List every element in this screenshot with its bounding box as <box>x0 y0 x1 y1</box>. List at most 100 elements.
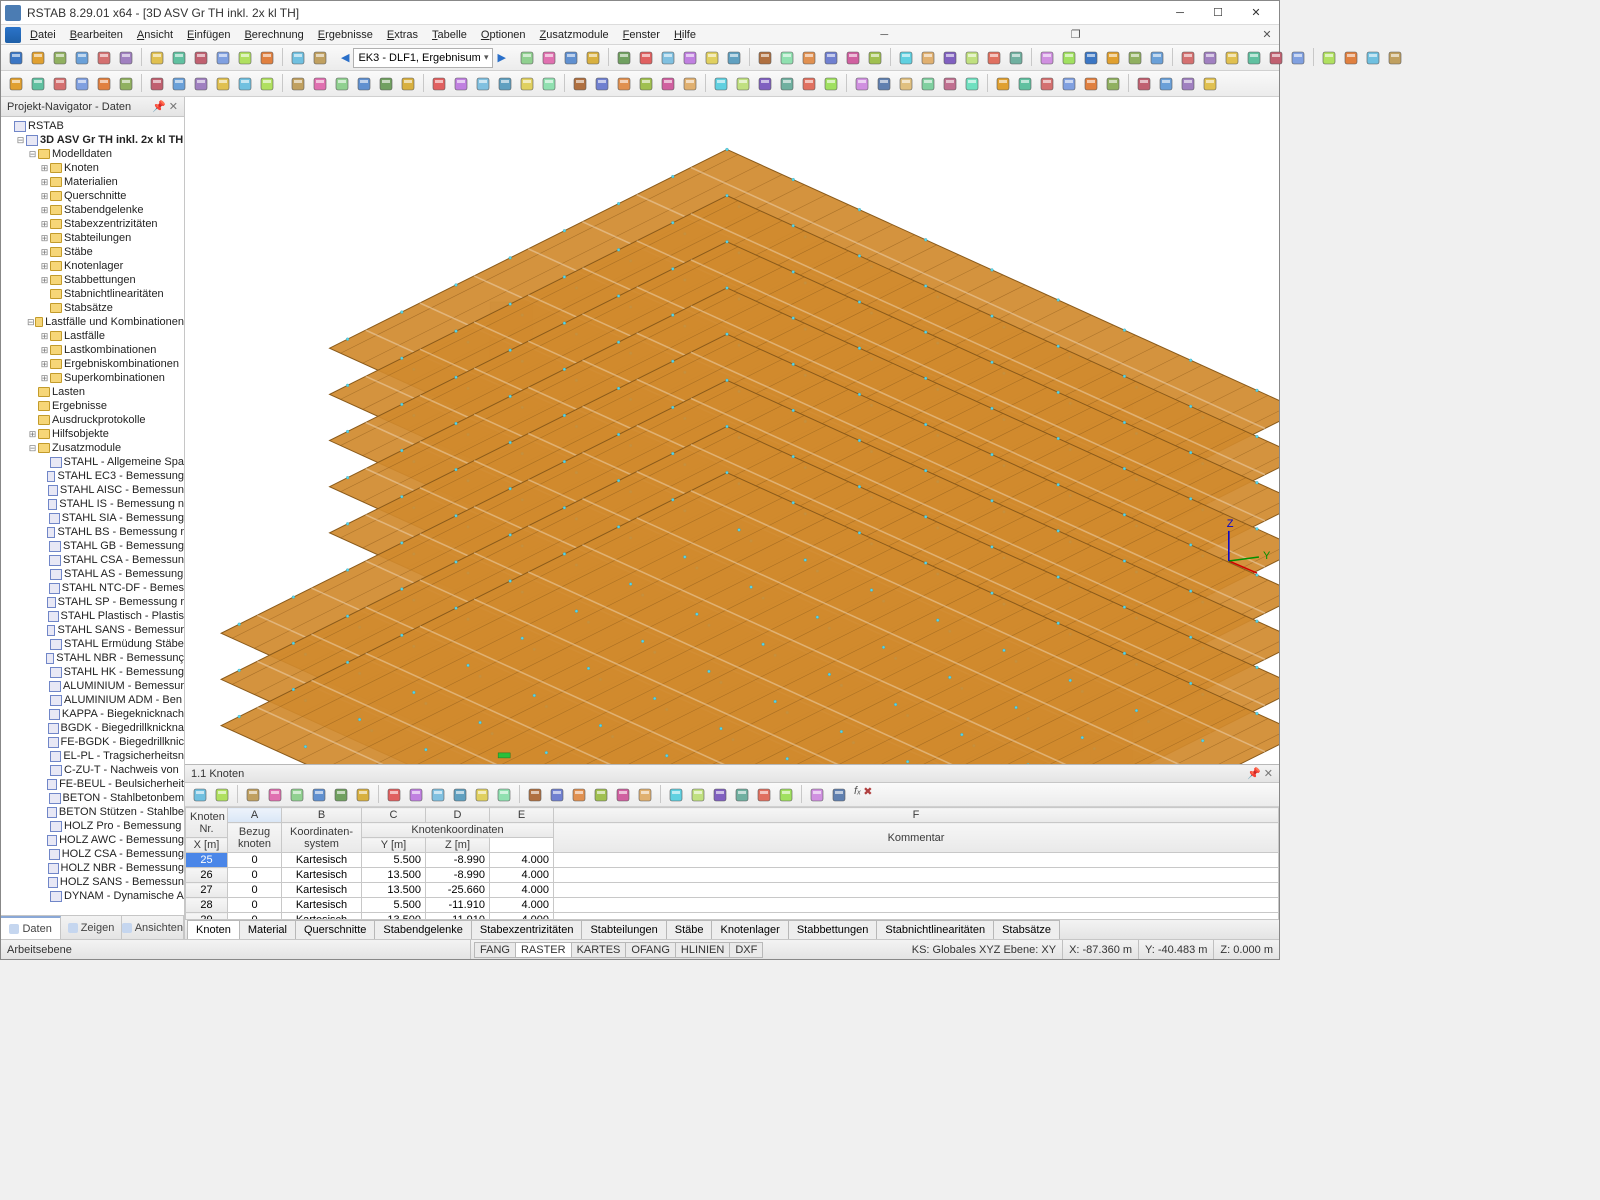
tb1-btn-18[interactable] <box>614 48 634 68</box>
tb2-btn-46[interactable] <box>1081 74 1101 94</box>
tree-zm-10[interactable]: STAHL SP - Bemessung r <box>3 595 184 609</box>
ttb-btn-16[interactable] <box>331 785 351 805</box>
tb1-btn-50[interactable] <box>1363 48 1383 68</box>
tb2-btn-18[interactable] <box>429 74 449 94</box>
tree-zm-11[interactable]: STAHL Plastisch - Plastis <box>3 609 184 623</box>
tree-lf-2[interactable]: ⊞Ergebniskombinationen <box>3 357 184 371</box>
tb1-btn-45[interactable] <box>1244 48 1264 68</box>
tb1-btn-0[interactable] <box>6 48 26 68</box>
navigator-tree[interactable]: RSTAB⊟3D ASV Gr TH inkl. 2x kl TH⊟Modell… <box>1 117 184 915</box>
tb2-btn-6[interactable] <box>147 74 167 94</box>
tb1-btn-20[interactable] <box>658 48 678 68</box>
tb-prev-icon[interactable]: ◀ <box>340 48 350 68</box>
tb2-btn-3[interactable] <box>72 74 92 94</box>
tb1-btn-48[interactable] <box>1319 48 1339 68</box>
tb2-btn-2[interactable] <box>50 74 70 94</box>
tb2-btn-41[interactable] <box>962 74 982 94</box>
tb1-btn-34[interactable] <box>984 48 1004 68</box>
tree-zm-30[interactable]: HOLZ SANS - Bemessun <box>3 875 184 889</box>
table-row[interactable]: 280Kartesisch5.500-11.9104.000 <box>186 898 1279 913</box>
th-koord[interactable]: Koordinaten- system <box>282 823 362 853</box>
tb1-btn-47[interactable] <box>1288 48 1308 68</box>
tb1-btn-6[interactable] <box>147 48 167 68</box>
tree-lf-0[interactable]: ⊞Lastfälle <box>3 329 184 343</box>
tb1-btn-16[interactable] <box>561 48 581 68</box>
tree-s-1[interactable]: Ergebnisse <box>3 399 184 413</box>
tb1-btn-9[interactable] <box>213 48 233 68</box>
tb2-btn-22[interactable] <box>517 74 537 94</box>
tree-s-2[interactable]: Ausdruckprotokolle <box>3 413 184 427</box>
status-toggle-kartes[interactable]: KARTES <box>571 942 627 958</box>
status-toggle-hlinien[interactable]: HLINIEN <box>675 942 730 958</box>
tb1-btn-32[interactable] <box>940 48 960 68</box>
tree-zm-13[interactable]: STAHL Ermüdung Stäbe <box>3 637 184 651</box>
table-tab-3[interactable]: Stabendgelenke <box>374 920 472 939</box>
tb2-btn-26[interactable] <box>614 74 634 94</box>
tree-zm-23[interactable]: FE-BEUL - Beulsicherheit <box>3 777 184 791</box>
tb2-btn-7[interactable] <box>169 74 189 94</box>
tree-zm-1[interactable]: STAHL EC3 - Bemessung <box>3 469 184 483</box>
nav-close-icon[interactable]: ✕ <box>169 101 178 113</box>
tb1-btn-38[interactable] <box>1081 48 1101 68</box>
ttb-btn-17[interactable] <box>353 785 373 805</box>
tree-zm-22[interactable]: C-ZU-T - Nachweis von <box>3 763 184 777</box>
ttb-btn-26[interactable] <box>569 785 589 805</box>
tb1-btn-13[interactable] <box>310 48 330 68</box>
th-colB[interactable]: B <box>282 808 362 823</box>
th-knotenkoord[interactable]: Knotenkoordinaten <box>362 823 554 838</box>
tree-md-1[interactable]: ⊞Materialien <box>3 175 184 189</box>
ttb-btn-24[interactable] <box>525 785 545 805</box>
tree-s-3[interactable]: ⊞Hilfsobjekte <box>3 427 184 441</box>
menu-tabelle[interactable]: Tabelle <box>425 27 474 43</box>
tb2-btn-0[interactable] <box>6 74 26 94</box>
tree-zm-26[interactable]: HOLZ Pro - Bemessung <box>3 819 184 833</box>
tb2-btn-28[interactable] <box>658 74 678 94</box>
tb1-btn-4[interactable] <box>94 48 114 68</box>
ttb-btn-13[interactable] <box>265 785 285 805</box>
tb2-btn-37[interactable] <box>874 74 894 94</box>
tb1-btn-40[interactable] <box>1125 48 1145 68</box>
tb1-btn-31[interactable] <box>918 48 938 68</box>
tb1-btn-43[interactable] <box>1200 48 1220 68</box>
menu-ansicht[interactable]: Ansicht <box>130 27 180 43</box>
tree-zm-9[interactable]: STAHL NTC-DF - Bemes <box>3 581 184 595</box>
tb2-btn-13[interactable] <box>310 74 330 94</box>
loadcase-combo[interactable]: EK3 - DLF1, Ergebnisumhü▾ <box>353 48 493 68</box>
tree-md-2[interactable]: ⊞Querschnitte <box>3 189 184 203</box>
tb2-btn-10[interactable] <box>235 74 255 94</box>
tree-md-6[interactable]: ⊞Stäbe <box>3 245 184 259</box>
tree-md-0[interactable]: ⊞Knoten <box>3 161 184 175</box>
ttb-btn-22[interactable] <box>472 785 492 805</box>
tb1-btn-17[interactable] <box>583 48 603 68</box>
tree-zm-4[interactable]: STAHL SIA - Bemessung <box>3 511 184 525</box>
tb2-btn-39[interactable] <box>918 74 938 94</box>
tb2-btn-49[interactable] <box>1156 74 1176 94</box>
tree-md-9[interactable]: Stabnichtlinearitäten <box>3 287 184 301</box>
tree-zm-19[interactable]: BGDK - Biegedrillknickna <box>3 721 184 735</box>
ttb-btn-19[interactable] <box>406 785 426 805</box>
tb2-btn-50[interactable] <box>1178 74 1198 94</box>
ttb-btn-14[interactable] <box>287 785 307 805</box>
tree-md-5[interactable]: ⊞Stabteilungen <box>3 231 184 245</box>
tb1-btn-3[interactable] <box>72 48 92 68</box>
tb1-btn-25[interactable] <box>777 48 797 68</box>
tb2-btn-27[interactable] <box>636 74 656 94</box>
status-toggle-ofang[interactable]: OFANG <box>625 942 676 958</box>
table-tab-9[interactable]: Stabnichtlinearitäten <box>876 920 994 939</box>
tree-zm-3[interactable]: STAHL IS - Bemessung n <box>3 497 184 511</box>
menu-hilfe[interactable]: Hilfe <box>667 27 703 43</box>
ttb-btn-30[interactable] <box>666 785 686 805</box>
ttb-btn-23[interactable] <box>494 785 514 805</box>
menu-zusatzmodule[interactable]: Zusatzmodule <box>533 27 616 43</box>
table-pin-icon[interactable]: 📌 <box>1247 768 1261 780</box>
nav-tab-ansichten[interactable]: Ansichten <box>122 916 184 939</box>
table-tab-0[interactable]: Knoten <box>187 920 240 939</box>
ttb-btn-18[interactable] <box>384 785 404 805</box>
ttb-btn-12[interactable] <box>243 785 263 805</box>
tb1-btn-46[interactable] <box>1266 48 1286 68</box>
tree-md-4[interactable]: ⊞Stabexzentrizitäten <box>3 217 184 231</box>
status-toggle-fang[interactable]: FANG <box>474 942 516 958</box>
ttb-btn-31[interactable] <box>688 785 708 805</box>
table-tab-6[interactable]: Stäbe <box>666 920 713 939</box>
tb1-btn-15[interactable] <box>539 48 559 68</box>
